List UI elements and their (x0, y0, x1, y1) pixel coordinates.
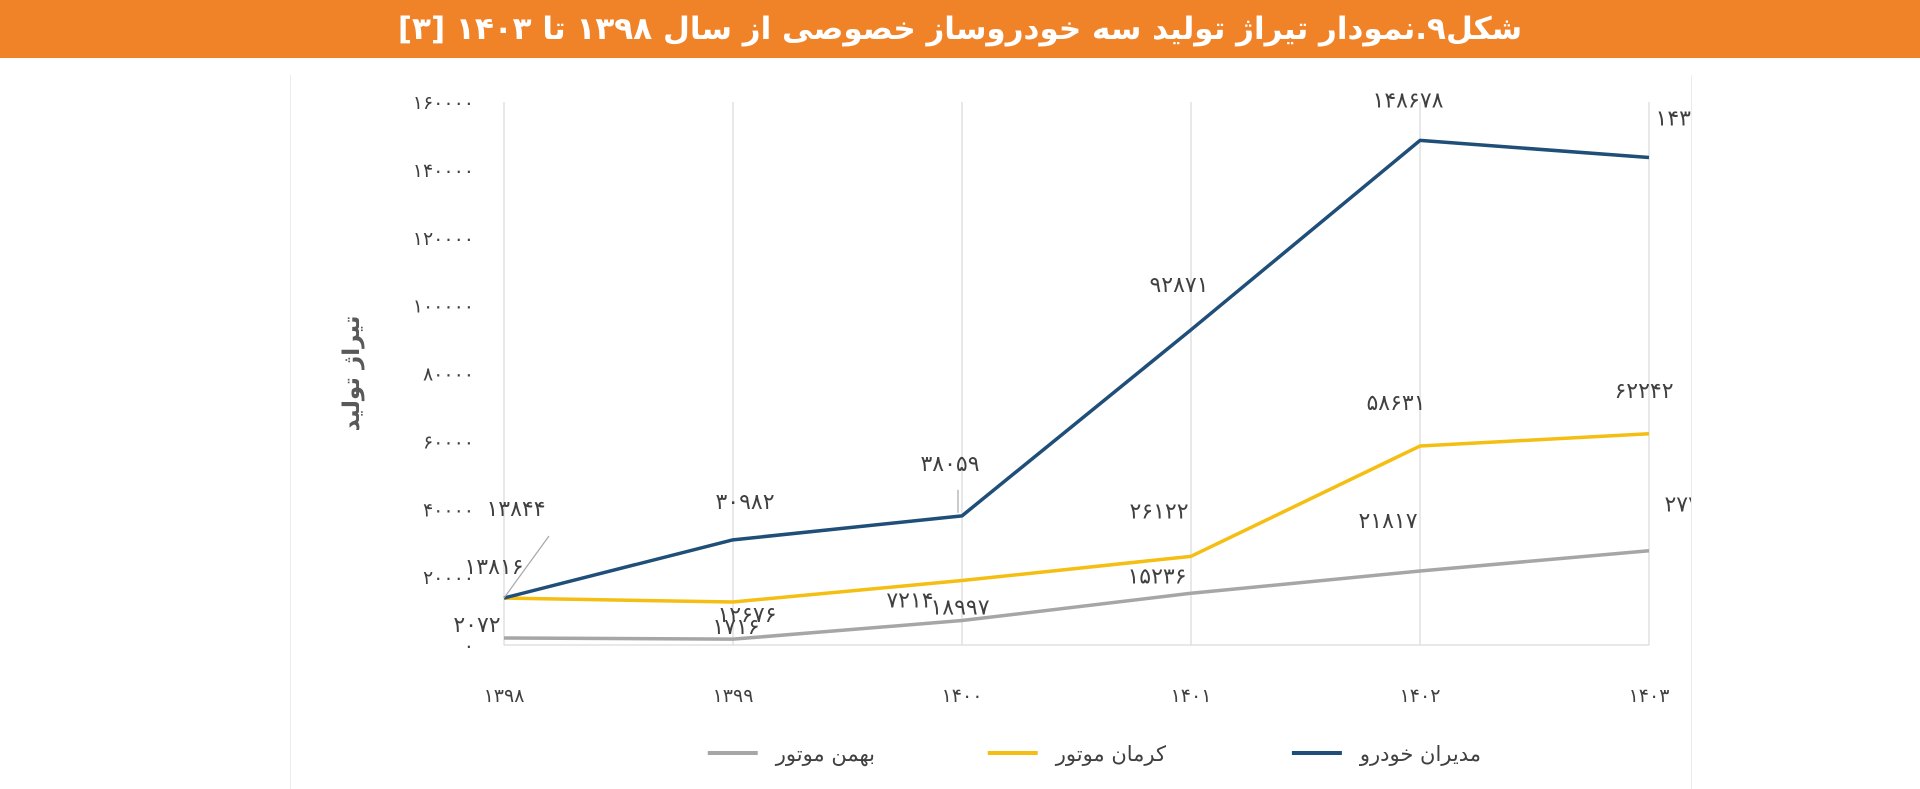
legend-label: مدیران خودرو (1359, 742, 1481, 766)
y-tick-label: ۲۰۰۰۰ (423, 567, 474, 589)
data-label: ۲۶۱۲۲ (1129, 499, 1188, 524)
data-label: ۱۸۹۹۷ (930, 596, 989, 621)
y-tick-label: ۴۰۰۰۰ (423, 499, 474, 521)
data-label: ۲۰۷۲ (453, 613, 500, 638)
legend-label: کرمان موتور (1055, 742, 1166, 766)
data-label: ۲۱۸۱۷ (1358, 509, 1417, 534)
series-line (503, 138, 1650, 600)
data-label: ۱۳۸۴۴ (486, 497, 545, 522)
x-tick-label: ۱۳۹۸ (484, 685, 525, 707)
data-label: ۷۲۱۴ (886, 589, 933, 614)
x-tick-label: ۱۴۰۱ (1171, 685, 1212, 707)
data-label: ۵۸۶۳۱ (1366, 391, 1425, 416)
legend-label: بهمن موتور (775, 742, 875, 766)
figure-caption-bar: شکل۹.نمودار تیراژ تولید سه خودروساز خصوص… (0, 0, 1920, 58)
data-label: ۹۲۸۷۱ (1149, 273, 1208, 298)
chart-frame: ۰ ۲۰۰۰۰ ۴۰۰۰۰ ۶۰۰۰۰ ۸۰۰۰۰ ۱۰۰۰۰۰ ۱۲۰۰۰۰ ۱۴۰۰۰۰ ۱… (290, 75, 1692, 789)
data-label: ۱۴۳۶۴۰ (1656, 107, 1691, 132)
y-tick-label: ۱۴۰۰۰۰ (413, 160, 474, 182)
data-label: ۱۲۶۷۶ (717, 603, 776, 628)
x-tick-label: ۱۳۹۹ (713, 685, 754, 707)
figure-caption: شکل۹.نمودار تیراژ تولید سه خودروساز خصوص… (397, 11, 1523, 47)
data-label: ۶۲۲۴۲ (1614, 379, 1673, 404)
data-label: ۲۷۷۷۹ (1664, 493, 1691, 518)
leader-line (503, 535, 550, 599)
data-label: ۱۷۱۶ (712, 615, 759, 640)
data-label: ۱۳۸۱۶ (464, 555, 523, 580)
x-tick-label: ۱۴۰۲ (1400, 685, 1441, 707)
y-tick-label: ۱۰۰۰۰۰ (413, 296, 474, 318)
y-tick-label: ۶۰۰۰۰ (423, 431, 474, 453)
data-label: ۳۸۰۵۹ (920, 452, 979, 477)
data-label: ۳۰۹۸۲ (715, 490, 774, 515)
y-tick-label: ۸۰۰۰۰ (423, 364, 474, 386)
data-label: ۱۴۸۶۷۸ (1373, 88, 1444, 113)
data-label: ۱۵۲۳۶ (1127, 564, 1186, 589)
series-line (503, 548, 1650, 641)
y-tick-label: ۱۲۰۰۰۰ (413, 228, 474, 250)
x-tick-label: ۱۴۰۳ (1629, 685, 1670, 707)
y-tick-label: ۱۶۰۰۰۰ (413, 92, 474, 114)
x-tick-label: ۱۴۰۰ (942, 685, 983, 707)
y-tick-label: ۰ (464, 635, 474, 657)
series-line (503, 432, 1650, 604)
line-chart: ۰ ۲۰۰۰۰ ۴۰۰۰۰ ۶۰۰۰۰ ۸۰۰۰۰ ۱۰۰۰۰۰ ۱۲۰۰۰۰ ۱۴۰۰۰۰ ۱… (339, 88, 1691, 766)
y-axis-title: تیراژ تولید (339, 316, 365, 432)
